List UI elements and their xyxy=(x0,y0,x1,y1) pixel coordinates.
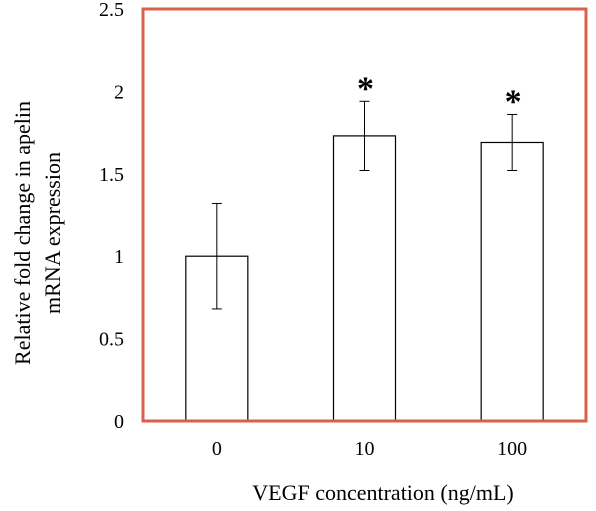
y-tick-label: 1 xyxy=(114,246,124,268)
x-tick-label: 10 xyxy=(355,438,375,460)
x-axis-title: VEGF concentration (ng/mL) xyxy=(252,480,514,505)
bars xyxy=(185,135,544,422)
y-tick-label: 2.5 xyxy=(99,0,124,21)
error-bar-100 xyxy=(507,113,518,172)
y-tick-label: 0 xyxy=(114,411,124,433)
y-axis-title: Relative fold change in apelin mRNA expr… xyxy=(10,101,65,365)
x-tick-label: 0 xyxy=(212,438,222,460)
x-tick-label: 100 xyxy=(497,438,527,460)
error-bar-10 xyxy=(359,100,370,172)
bar-100 xyxy=(480,141,544,422)
plot-frame xyxy=(141,7,588,423)
y-tick-label: 0.5 xyxy=(99,329,124,351)
error-bar-0 xyxy=(211,202,222,310)
y-tick-label: 2 xyxy=(114,81,124,103)
y-axis-title-line-1: Relative fold change in apelin xyxy=(10,101,35,365)
bar-10 xyxy=(332,135,397,422)
y-tick-labels: 0 0.5 1 1.5 2 2.5 xyxy=(99,0,124,433)
error-bars xyxy=(211,100,518,310)
significance-annotations: * * xyxy=(357,70,522,120)
y-tick-label: 1.5 xyxy=(99,164,124,186)
x-tick-labels: 0 10 100 xyxy=(212,438,527,460)
significance-marker-100: * xyxy=(505,83,522,120)
significance-marker-10: * xyxy=(357,70,374,107)
y-axis-title-line-2: mRNA expression xyxy=(40,152,65,314)
